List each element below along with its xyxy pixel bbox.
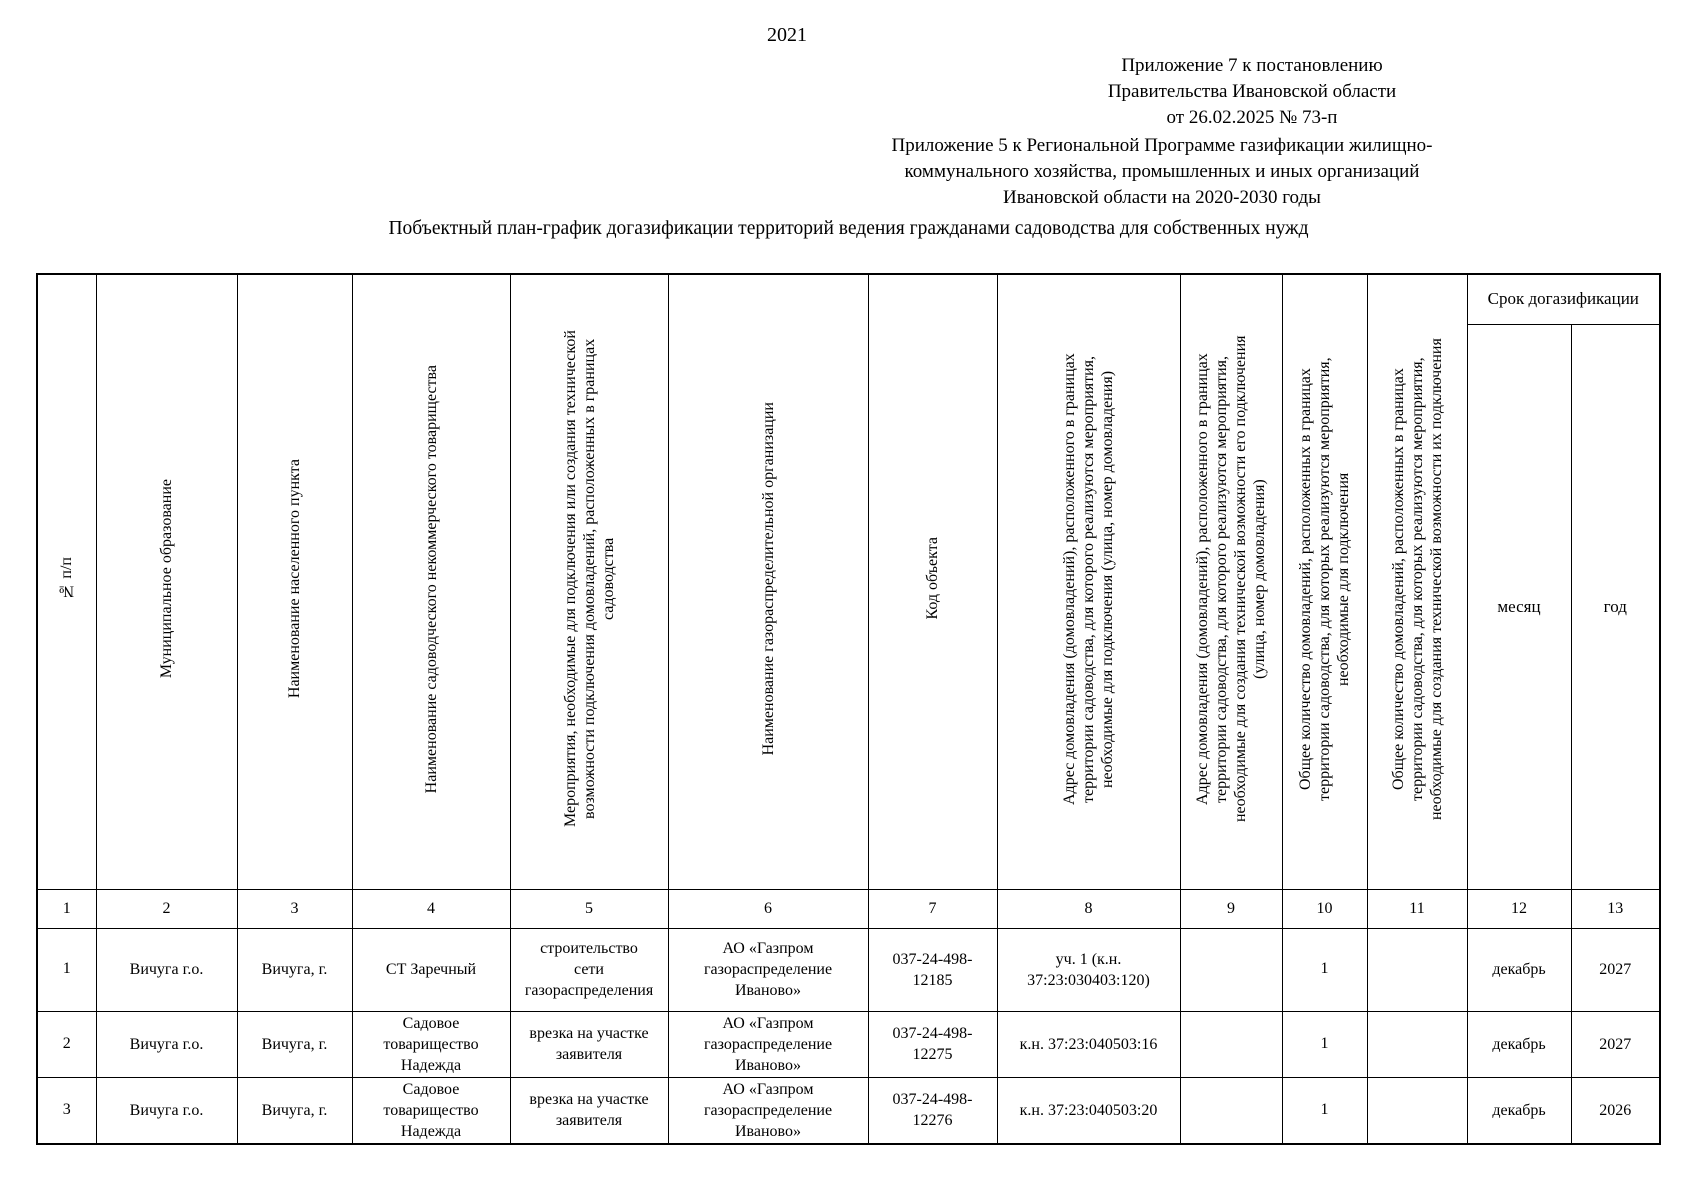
cell-municipality: Вичуга г.о. — [95, 1076, 238, 1144]
column-number-cell: 11 — [1366, 888, 1468, 929]
cell-year: 2027 — [1570, 1010, 1661, 1078]
col-header-snt-name-label: Наименование садоводческого некоммерческ… — [422, 364, 440, 793]
cell-count-tech — [1366, 927, 1468, 1012]
annex-line: от 26.02.2025 № 73-п — [1166, 107, 1338, 128]
cell-gdo-name: АО «Газпром газораспределение Иваново» — [667, 1076, 869, 1144]
cell-address-connection: уч. 1 (к.н. 37:23:030403:120) — [996, 927, 1181, 1012]
cell-address-tech — [1179, 1010, 1283, 1078]
cell-municipality: Вичуга г.о. — [95, 927, 238, 1012]
annex-line: Приложение 5 к Региональной Программе га… — [891, 135, 1433, 156]
cell-year: 2026 — [1570, 1076, 1661, 1144]
cell-address-connection: к.н. 37:23:040503:20 — [996, 1076, 1181, 1144]
annex-line: Ивановской области на 2020-2030 годы — [1003, 187, 1321, 208]
cell-settlement: Вичуга, г. — [236, 1076, 353, 1144]
plan-table: № п/п Муниципальное образование Наименов… — [36, 273, 1662, 1145]
annex-line: Правительства Ивановской области — [1107, 81, 1397, 102]
table-subheader-row: месяц год — [37, 323, 1661, 890]
col-header-settlement-label: Наименование населенного пункта — [286, 459, 303, 699]
col-header-count-tech: Общее количество домовладений, расположе… — [1366, 273, 1468, 890]
column-number-cell: 13 — [1570, 888, 1661, 929]
cell-measures: врезка на участке заявителя — [509, 1076, 669, 1144]
cell-count-connection: 1 — [1281, 927, 1368, 1012]
column-numbers-row: 1 2 3 4 5 6 7 8 9 10 11 12 13 — [36, 888, 1661, 929]
page-number: 2021 — [767, 24, 807, 46]
col-header-count-connection-label: Общее количество домовладений, расположе… — [1297, 356, 1352, 801]
col-header-count-tech-label: Общее количество домовладений, расположе… — [1389, 337, 1445, 820]
column-number-cell: 3 — [236, 888, 353, 929]
table-header-row: № п/п Муниципальное образование Наименов… — [36, 273, 1661, 890]
cell-gdo-name: АО «Газпром газораспределение Иваново» — [667, 1010, 869, 1078]
cell-year: 2027 — [1570, 927, 1661, 1012]
col-header-index-label: № п/п — [58, 557, 76, 601]
annex-reference-1: Приложение 7 к постановлению Правительст… — [1042, 53, 1462, 131]
table-row: 1 Вичуга г.о. Вичуга, г. СТ Заречный стр… — [36, 927, 1661, 1012]
col-header-term-group: Срок догазификации — [1466, 273, 1661, 325]
col-header-settlement: Наименование населенного пункта — [236, 273, 353, 890]
col-header-snt-name: Наименование садоводческого некоммерческ… — [351, 273, 511, 890]
cell-municipality: Вичуга г.о. — [95, 1010, 238, 1078]
col-header-address-tech: Адрес домовладения (домовладений), распо… — [1179, 273, 1283, 890]
col-header-month: месяц — [1466, 323, 1572, 890]
cell-measures: врезка на участке заявителя — [509, 1010, 669, 1078]
cell-object-code: 037-24-498-12276 — [867, 1076, 998, 1144]
col-header-municipality-label: Муниципальное образование — [158, 479, 175, 679]
col-header-object-code: Код объекта — [867, 273, 998, 890]
col-header-measures-label: Мероприятия, необходимые для подключения… — [561, 330, 617, 828]
cell-month: декабрь — [1466, 1010, 1572, 1078]
column-number-cell: 2 — [95, 888, 238, 929]
cell-settlement: Вичуга, г. — [236, 1010, 353, 1078]
col-header-address-tech-label: Адрес домовладения (домовладений), распо… — [1194, 335, 1268, 823]
cell-count-connection: 1 — [1281, 1010, 1368, 1078]
cell-snt-name: Садовое товарищество Надежда — [351, 1010, 511, 1078]
annex-line: коммунального хозяйства, промышленных и … — [904, 161, 1420, 182]
cell-month: декабрь — [1466, 927, 1572, 1012]
col-header-address-connection: Адрес домовладения (домовладений), распо… — [996, 273, 1181, 890]
col-header-municipality: Муниципальное образование — [95, 273, 238, 890]
cell-count-connection: 1 — [1281, 1076, 1368, 1144]
column-number-cell: 7 — [867, 888, 998, 929]
cell-object-code: 037-24-498-12185 — [867, 927, 998, 1012]
document-title: Побъектный план-график догазификации тер… — [388, 218, 1309, 239]
column-number-cell: 12 — [1466, 888, 1572, 929]
table-row: 2 Вичуга г.о. Вичуга, г. Садовое товарищ… — [36, 1010, 1661, 1078]
cell-address-tech — [1179, 927, 1283, 1012]
cell-object-code: 037-24-498-12275 — [867, 1010, 998, 1078]
cell-count-tech — [1366, 1076, 1468, 1144]
column-number-cell: 4 — [351, 888, 511, 929]
annex-reference-2: Приложение 5 к Региональной Программе га… — [862, 133, 1462, 211]
cell-snt-name: Садовое товарищество Надежда — [351, 1076, 511, 1144]
col-header-gdo-name-label: Наименование газораспределительной орган… — [759, 402, 777, 756]
column-number-cell: 8 — [996, 888, 1181, 929]
column-number-cell: 9 — [1179, 888, 1283, 929]
cell-measures: строительство сети газораспределения — [509, 927, 669, 1012]
col-header-index: № п/п — [36, 273, 97, 890]
cell-count-tech — [1366, 1010, 1468, 1078]
col-header-year: год — [1570, 323, 1661, 890]
column-number-cell: 5 — [509, 888, 669, 929]
column-number-cell: 1 — [36, 888, 97, 929]
cell-index: 1 — [36, 927, 97, 1012]
col-header-measures: Мероприятия, необходимые для подключения… — [509, 273, 669, 890]
column-number-cell: 6 — [667, 888, 869, 929]
col-header-address-connection-label: Адрес домовладения (домовладений), распо… — [1061, 352, 1116, 805]
cell-index: 3 — [36, 1076, 97, 1144]
col-header-object-code-label: Код объекта — [924, 537, 941, 621]
column-number-cell: 10 — [1281, 888, 1368, 929]
cell-address-connection: к.н. 37:23:040503:16 — [996, 1010, 1181, 1078]
cell-month: декабрь — [1466, 1076, 1572, 1144]
table-row: 3 Вичуга г.о. Вичуга, г. Садовое товарищ… — [36, 1076, 1661, 1144]
col-header-count-connection: Общее количество домовладений, расположе… — [1281, 273, 1368, 890]
cell-settlement: Вичуга, г. — [236, 927, 353, 1012]
annex-line: Приложение 7 к постановлению — [1121, 55, 1383, 76]
cell-snt-name: СТ Заречный — [351, 927, 511, 1012]
cell-address-tech — [1179, 1076, 1283, 1144]
cell-gdo-name: АО «Газпром газораспределение Иваново» — [667, 927, 869, 1012]
cell-index: 2 — [36, 1010, 97, 1078]
col-header-gdo-name: Наименование газораспределительной орган… — [667, 273, 869, 890]
